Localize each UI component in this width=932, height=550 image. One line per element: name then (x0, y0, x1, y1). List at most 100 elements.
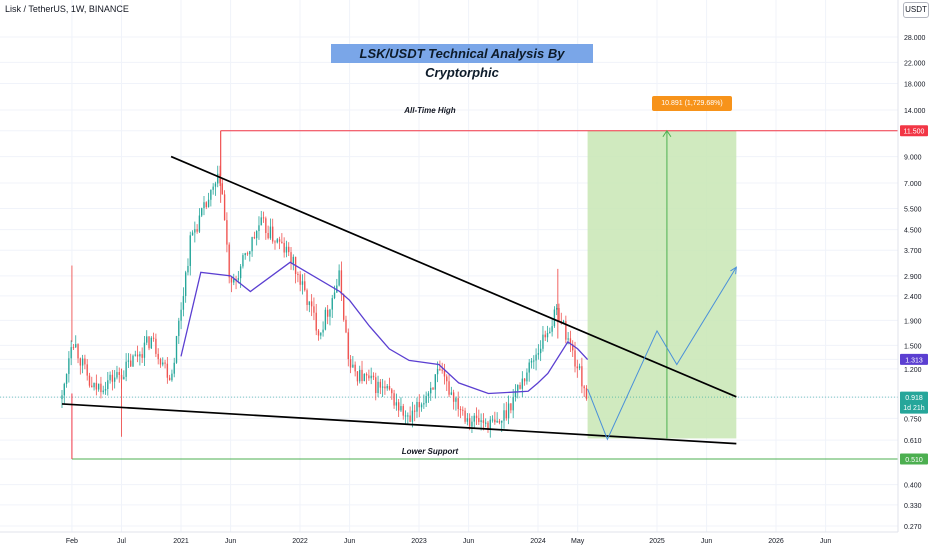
candle-body (194, 229, 196, 233)
candle-body (258, 225, 260, 232)
candle-body (219, 173, 221, 184)
candle-body (526, 372, 528, 382)
candle-body (299, 274, 301, 285)
candle-body (260, 217, 262, 226)
candle-body (395, 402, 398, 406)
projection-arrowhead (730, 266, 737, 275)
candle-body (457, 398, 459, 410)
candle-body (320, 332, 322, 336)
candle-body (244, 253, 246, 256)
candle-body (441, 369, 443, 371)
candle-body (84, 358, 86, 365)
candle-body (205, 202, 207, 208)
candle-body (514, 390, 517, 397)
candle-body (487, 422, 489, 430)
candle-body (95, 382, 98, 390)
candle-body (292, 256, 294, 264)
candle-body (510, 403, 512, 411)
x-tick-label: 2023 (411, 538, 427, 545)
y-tick-label: 7.000 (904, 181, 922, 188)
candle-body (221, 183, 224, 195)
candle-body (459, 409, 462, 411)
candle-body (496, 420, 498, 423)
candle-body (489, 419, 491, 430)
y-tick-label: 0.750 (904, 416, 922, 423)
candle-body (462, 409, 464, 411)
candle-body (134, 354, 136, 356)
candle-body (562, 321, 565, 324)
candle-body (226, 220, 228, 245)
candle-body (347, 332, 349, 360)
y-tick-label: 2.900 (904, 274, 922, 281)
candle-body (530, 360, 533, 363)
chart-title: LSK/USDT Technical Analysis By Cryptorph… (331, 44, 593, 80)
price-marker (900, 353, 928, 365)
candle-body (501, 420, 503, 423)
candle-body (196, 229, 198, 232)
candle-body (63, 383, 65, 396)
candle-body (91, 385, 93, 388)
candle-body (411, 410, 414, 422)
candle-body (523, 378, 526, 382)
candle-body (368, 375, 370, 379)
candle-body (93, 382, 95, 388)
candle-body (512, 396, 514, 411)
candle-body (400, 406, 402, 411)
candle-body (356, 371, 359, 382)
candle-body (97, 383, 100, 390)
candle-body (237, 278, 240, 280)
candle-body (230, 277, 233, 283)
candle-body (446, 376, 448, 382)
candle-body (326, 309, 329, 317)
candle-body (583, 386, 585, 389)
candle-body (533, 360, 535, 362)
candle-body (498, 420, 501, 423)
candle-body (255, 231, 258, 239)
candle-body (249, 251, 251, 255)
candle-body (478, 418, 480, 422)
candle-body (308, 301, 311, 305)
candle-body (551, 326, 553, 332)
candle-body (136, 354, 139, 357)
y-tick-label: 0.330 (904, 503, 922, 510)
candle-body (384, 386, 386, 389)
candle-body (331, 298, 333, 310)
candle-body (239, 266, 242, 279)
candle-body (549, 331, 551, 334)
candle-body (315, 312, 317, 331)
candle-body (418, 402, 420, 408)
candle-body (397, 402, 400, 411)
x-tick-label: Feb (66, 538, 78, 545)
candle-body (191, 232, 194, 236)
candle-body (233, 279, 235, 283)
candle-body (127, 360, 130, 362)
candle-body (265, 218, 267, 233)
candle-body (141, 354, 143, 358)
candle-body (574, 350, 576, 367)
candle-body (556, 308, 558, 310)
candle-body (113, 377, 116, 382)
candle-body (125, 361, 127, 377)
currency-button[interactable]: USDT (903, 2, 929, 18)
candle-body (171, 373, 173, 381)
candle-body (452, 392, 455, 402)
candle-body (363, 373, 365, 382)
candle-body (184, 272, 187, 297)
candle-body (359, 369, 361, 382)
candle-body (420, 404, 423, 408)
candle-body (391, 389, 393, 394)
candle-body (448, 381, 450, 395)
candle-body (317, 330, 320, 336)
y-tick-label: 3.700 (904, 248, 922, 255)
candle-body (439, 368, 441, 370)
moving-average-line (180, 261, 589, 395)
x-tick-label: Jun (820, 538, 831, 545)
price-marker-label: 0.510 (905, 457, 923, 464)
candle-body (393, 393, 395, 406)
candle-body (81, 358, 84, 366)
candle-body (157, 353, 159, 360)
candle-body (553, 309, 556, 327)
candle-body (544, 334, 546, 338)
candle-body (242, 255, 244, 267)
